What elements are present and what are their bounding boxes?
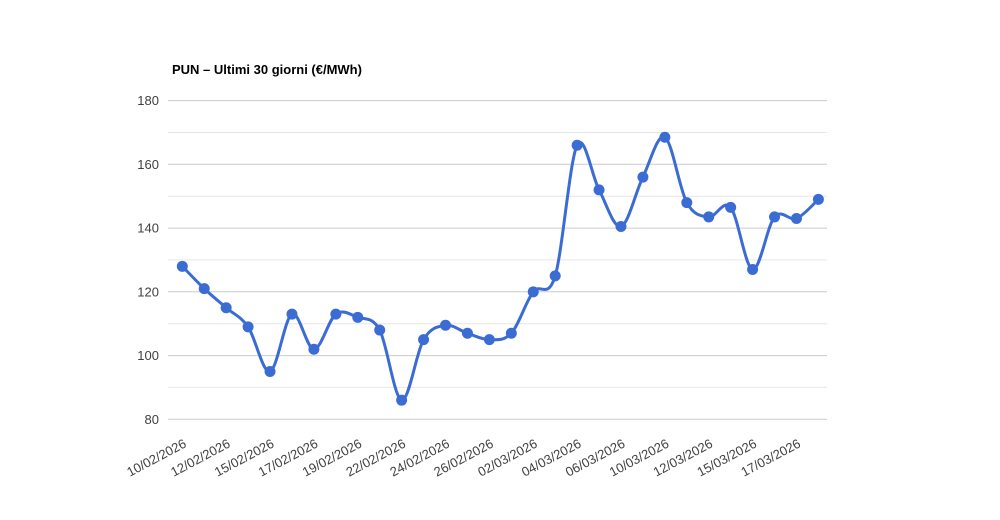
data-point: [593, 184, 605, 196]
data-point: [461, 327, 473, 339]
data-point: [286, 308, 298, 320]
data-point: [549, 270, 561, 282]
data-point: [352, 311, 364, 323]
data-point: [681, 197, 693, 209]
data-point: [418, 334, 430, 346]
data-point: [440, 319, 452, 331]
data-point: [790, 213, 802, 225]
data-point: [176, 260, 188, 272]
data-point: [747, 264, 759, 276]
data-point: [308, 343, 320, 355]
data-point: [659, 131, 671, 143]
data-point: [220, 302, 232, 314]
data-point: [615, 220, 627, 232]
data-point: [505, 327, 517, 339]
data-point: [637, 171, 649, 183]
data-point: [396, 394, 408, 406]
data-point: [571, 139, 583, 151]
data-point: [725, 201, 737, 213]
chart-title: PUN – Ultimi 30 giorni (€/MWh): [172, 62, 362, 77]
data-point: [769, 211, 781, 223]
data-point: [198, 283, 210, 295]
y-axis-tick-label: 100: [137, 348, 159, 363]
data-point: [242, 321, 254, 333]
y-axis-tick-label: 160: [137, 157, 159, 172]
data-point: [703, 211, 715, 223]
y-axis-tick-label: 120: [137, 284, 159, 299]
data-point: [527, 286, 539, 298]
data-point: [330, 308, 342, 320]
data-point: [812, 193, 824, 205]
data-point: [374, 324, 386, 336]
y-axis-tick-label: 80: [145, 412, 159, 427]
data-point: [264, 366, 276, 377]
y-axis-tick-label: 180: [137, 93, 159, 108]
data-point: [483, 334, 495, 346]
series-line: [180, 135, 820, 402]
y-axis-tick-label: 140: [137, 221, 159, 236]
